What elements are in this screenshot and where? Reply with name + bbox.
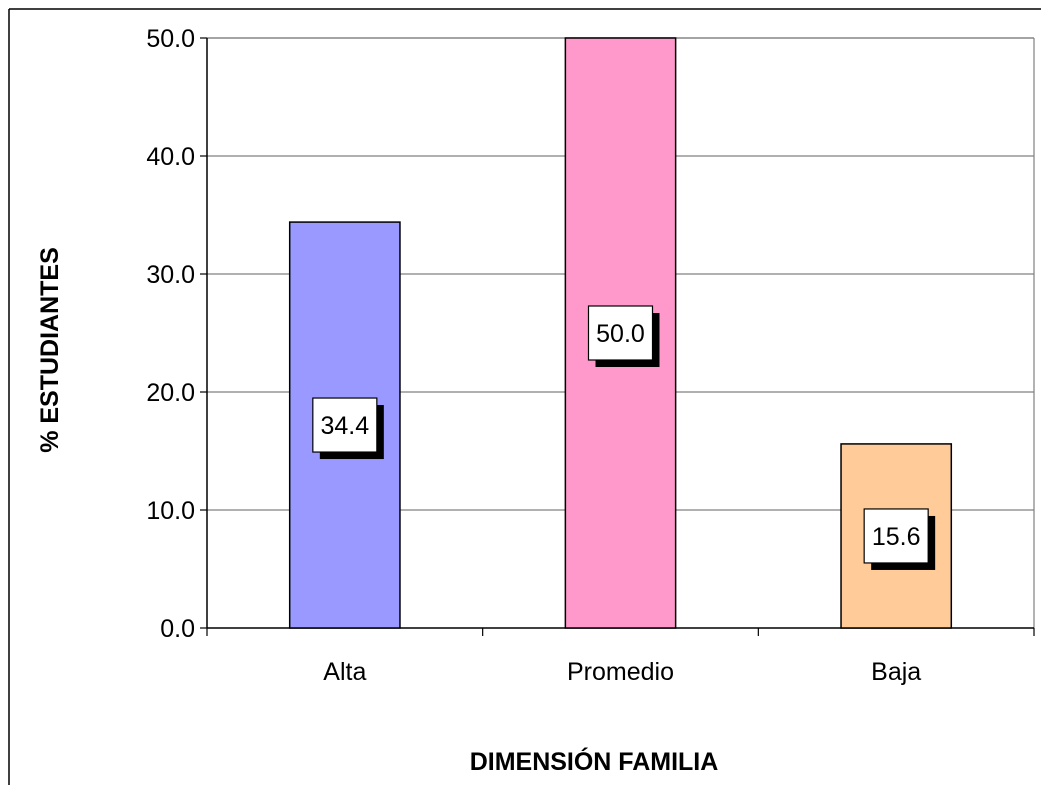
y-axis-ticks: 0.0 10.0 20.0 30.0 40.0 50.0	[146, 25, 207, 643]
data-label: 50.0	[596, 320, 645, 348]
x-tick-label: Alta	[323, 658, 366, 686]
y-tick-label: 50.0	[146, 25, 195, 53]
data-label: 34.4	[320, 412, 369, 440]
y-tick-label: 40.0	[146, 143, 195, 171]
y-tick-label: 0.0	[160, 615, 195, 643]
y-tick-label: 20.0	[146, 379, 195, 407]
data-label-box	[587, 305, 654, 361]
data-label-box	[312, 397, 378, 453]
data-labels: 34.4 50.0 15.6	[312, 305, 936, 570]
y-axis-title: % ESTUDIANTES	[36, 247, 64, 453]
y-tick-label: 10.0	[146, 497, 195, 525]
x-axis-title: DIMENSIÓN FAMILIA	[470, 746, 719, 776]
x-tick-label: Promedio	[567, 658, 674, 686]
x-tick-label: Baja	[871, 658, 921, 686]
data-label: 15.6	[872, 523, 921, 551]
x-axis-ticks: Alta Promedio Baja	[206, 628, 1035, 686]
y-tick-label: 30.0	[146, 261, 195, 289]
data-label-box	[863, 508, 929, 564]
